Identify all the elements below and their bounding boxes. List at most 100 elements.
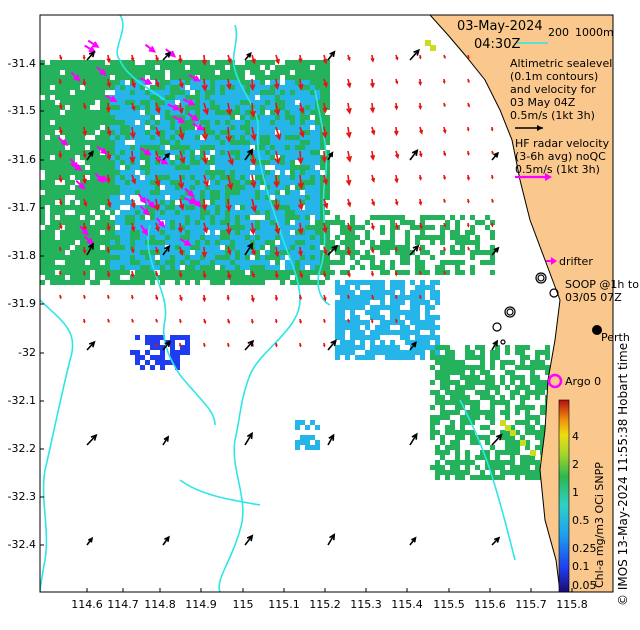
chlorophyll-pixel — [530, 365, 535, 370]
chlorophyll-pixel — [235, 225, 240, 230]
chlorophyll-pixel — [215, 240, 220, 245]
chlorophyll-pixel — [340, 350, 345, 355]
chlorophyll-pixel — [275, 180, 280, 185]
hf-radar-arrow — [155, 246, 159, 254]
chlorophyll-pixel — [295, 420, 300, 425]
chlorophyll-pixel — [290, 135, 295, 140]
chlorophyll-pixel — [170, 70, 175, 75]
chlorophyll-pixel — [235, 250, 240, 255]
chlorophyll-pixel — [315, 235, 320, 240]
hf-radar-arrow — [443, 54, 446, 60]
chlorophyll-pixel — [200, 195, 205, 200]
chlorophyll-pixel — [255, 275, 260, 280]
hf-radar-arrow — [249, 102, 257, 118]
chlorophyll-pixel — [295, 60, 300, 65]
chlorophyll-pixel — [325, 75, 330, 80]
chlorophyll-pixel — [510, 360, 515, 365]
chlorophyll-pixel — [40, 105, 45, 110]
chlorophyll-pixel — [530, 430, 535, 435]
chlorophyll-pixel — [295, 265, 300, 270]
chlorophyll-pixel — [120, 280, 125, 285]
chlorophyll-pixel — [290, 265, 295, 270]
hf-radar-arrow — [394, 198, 399, 206]
chlorophyll-pixel — [175, 150, 180, 155]
chlorophyll-pixel — [220, 150, 225, 155]
chlorophyll-pixel — [180, 80, 185, 85]
chlorophyll-pixel — [175, 145, 180, 150]
chlorophyll-pixel — [235, 100, 240, 105]
chlorophyll-pixel — [470, 225, 475, 230]
chlorophyll-pixel — [535, 390, 540, 395]
chlorophyll-pixel — [65, 160, 70, 165]
chlorophyll-pixel — [105, 275, 110, 280]
chlorophyll-pixel — [530, 475, 535, 480]
chlorophyll-pixel — [315, 270, 320, 275]
chlorophyll-pixel — [495, 460, 500, 465]
chlorophyll-pixel — [60, 275, 65, 280]
chlorophyll-pixel — [215, 185, 220, 190]
chlorophyll-pixel — [190, 245, 195, 250]
chlorophyll-pixel — [190, 210, 195, 215]
drifter-arrow — [187, 112, 200, 122]
chlorophyll-pixel — [265, 180, 270, 185]
chlorophyll-pixel — [185, 175, 190, 180]
chlorophyll-pixel — [225, 180, 230, 185]
chlorophyll-pixel — [180, 335, 185, 340]
chlorophyll-pixel — [130, 215, 135, 220]
chlorophyll-pixel — [315, 195, 320, 200]
chlorophyll-pixel — [50, 215, 55, 220]
chlorophyll-pixel — [285, 135, 290, 140]
chlorophyll-pixel — [285, 215, 290, 220]
chlorophyll-pixel — [295, 260, 300, 265]
chlorophyll-pixel — [130, 90, 135, 95]
chlorophyll-pixel — [270, 230, 275, 235]
chlorophyll-pixel — [125, 190, 130, 195]
chlorophyll-pixel — [420, 230, 425, 235]
chlorophyll-pixel — [475, 410, 480, 415]
chlorophyll-pixel — [250, 180, 255, 185]
lat-tick-label: -31.7 — [7, 201, 36, 214]
chlorophyll-pixel — [465, 430, 470, 435]
chlorophyll-pixel — [365, 235, 370, 240]
chlorophyll-pixel — [145, 70, 150, 75]
chlorophyll-pixel — [115, 90, 120, 95]
chlorophyll-pixel — [60, 280, 65, 285]
chlorophyll-pixel — [165, 265, 170, 270]
chlorophyll-pixel — [260, 195, 265, 200]
chlorophyll-pixel — [335, 325, 340, 330]
chlorophyll-pixel — [245, 105, 250, 110]
chlorophyll-pixel — [180, 140, 185, 145]
chlorophyll-pixel — [480, 365, 485, 370]
chlorophyll-pixel — [340, 340, 345, 345]
chlorophyll-pixel — [160, 265, 165, 270]
hf-radar-arrow — [347, 222, 352, 233]
chlorophyll-pixel — [80, 135, 85, 140]
chlorophyll-pixel — [445, 390, 450, 395]
chlorophyll-pixel — [245, 260, 250, 265]
chlorophyll-pixel — [195, 210, 200, 215]
perth-marker — [592, 325, 602, 335]
hf-radar-arrow — [83, 294, 86, 300]
chlorophyll-pixel — [500, 365, 505, 370]
chlorophyll-pixel — [235, 235, 240, 240]
chlorophyll-pixel — [210, 140, 215, 145]
chlorophyll-pixel — [185, 165, 190, 170]
map-date: 03-May-2024 — [457, 19, 543, 34]
chlorophyll-pixel — [380, 325, 385, 330]
chlorophyll-pixel — [320, 95, 325, 100]
chlorophyll-pixel — [220, 230, 225, 235]
chlorophyll-pixel — [75, 215, 80, 220]
chlorophyll-pixel — [145, 110, 150, 115]
chlorophyll-pixel — [510, 375, 515, 380]
chlorophyll-pixel — [315, 185, 320, 190]
chlorophyll-pixel — [285, 130, 290, 135]
chlorophyll-pixel — [260, 125, 265, 130]
chlorophyll-pixel — [145, 170, 150, 175]
chlorophyll-pixel — [280, 170, 285, 175]
chlorophyll-pixel — [260, 190, 265, 195]
chlorophyll-pixel — [365, 220, 370, 225]
chlorophyll-pixel — [195, 90, 200, 95]
chlorophyll-pixel — [285, 90, 290, 95]
chlorophyll-pixel — [110, 230, 115, 235]
chlorophyll-pixel — [65, 280, 70, 285]
